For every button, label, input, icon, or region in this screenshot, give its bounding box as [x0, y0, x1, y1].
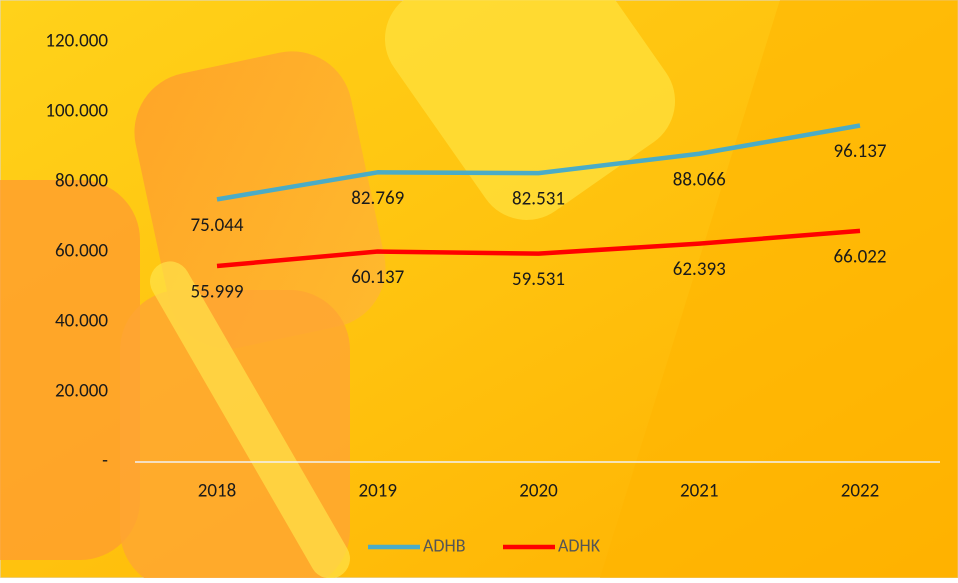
data-label: 55.999 — [191, 281, 244, 304]
legend-label: ADHK — [558, 534, 601, 556]
data-label: 88.066 — [673, 168, 726, 191]
background — [0, 0, 958, 578]
x-tick-label: 2020 — [519, 480, 558, 503]
y-tick-label: 40.000 — [55, 310, 108, 333]
data-label: 60.137 — [351, 266, 404, 289]
page: {"chart_data": {"type": "line", "categor… — [0, 0, 958, 583]
x-tick-label: 2018 — [198, 480, 237, 503]
y-tick-label: 120.000 — [45, 30, 108, 53]
data-label: 82.531 — [512, 188, 565, 211]
data-label: 66.022 — [834, 245, 887, 268]
data-label: 59.531 — [512, 268, 565, 291]
y-tick-label: 100.000 — [45, 100, 108, 123]
data-label: 62.393 — [673, 258, 726, 281]
x-tick-label: 2022 — [841, 480, 880, 503]
x-tick-label: 2021 — [680, 480, 719, 503]
y-tick-label: 60.000 — [55, 240, 108, 263]
data-label: 82.769 — [351, 187, 404, 210]
y-tick-label: - — [102, 450, 108, 473]
chart: - 20.000 40.000 60.000 80.000 100.000 120.000 2… — [0, 0, 958, 578]
data-label: 75.044 — [191, 214, 244, 237]
y-tick-label: 20.000 — [55, 380, 108, 403]
y-tick-label: 80.000 — [55, 170, 108, 193]
data-label: 96.137 — [834, 140, 887, 163]
legend-label: ADHB — [423, 534, 466, 556]
x-tick-label: 2019 — [358, 480, 397, 503]
